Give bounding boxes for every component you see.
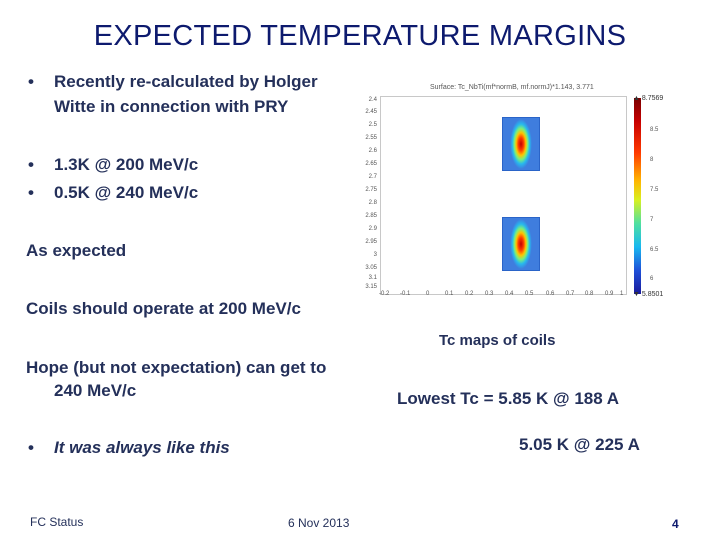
y-tick: 2.4 — [368, 97, 377, 103]
bullet-text: 1.3K @ 200 MeV/c — [54, 155, 199, 174]
colorbar-tick: 7.5 — [650, 187, 659, 193]
y-tick: 2.5 — [368, 122, 377, 128]
lowest-tc-text: Lowest Tc = 5.85 K @ 188 A — [397, 389, 620, 408]
colorbar-tick: 8 — [650, 157, 654, 163]
y-tick: 3.05 — [365, 265, 377, 271]
y-tick: 2.6 — [368, 148, 377, 154]
x-tick: 0 — [426, 291, 430, 297]
y-tick: 2.95 — [365, 239, 377, 245]
bullet-marker: • — [28, 155, 34, 174]
x-tick: 0.3 — [485, 291, 494, 297]
bullet-text: 0.5K @ 240 MeV/c — [54, 183, 199, 202]
x-tick: 0.7 — [566, 291, 575, 297]
y-tick: 2.85 — [365, 213, 377, 219]
plot-x-axis: -0.2 -0.1 0 0.1 0.2 0.3 0.4 0.5 0.6 0.7 … — [376, 291, 626, 301]
colorbar-tick: 8.5 — [650, 127, 659, 133]
x-tick: 0.4 — [505, 291, 514, 297]
y-tick: 2.65 — [365, 161, 377, 167]
bullet-marker: • — [28, 183, 34, 202]
colorbar — [634, 98, 641, 294]
bullet-text: It was always like this — [54, 438, 230, 457]
x-tick: 0.9 — [605, 291, 614, 297]
bullet-recalculated: • Recently re-calculated by Holger — [28, 72, 318, 92]
bullet-marker: • — [28, 438, 34, 457]
as-expected-text: As expected — [26, 241, 127, 260]
footer-date: 6 Nov 2013 — [288, 516, 350, 530]
x-tick: 0.1 — [445, 291, 454, 297]
coils-operate-text: Coils should operate at 200 MeV/c — [26, 299, 301, 318]
y-tick: 3.15 — [365, 284, 377, 290]
bullet-continuation: Witte in connection with PRY — [54, 97, 289, 116]
page-number: 4 — [672, 517, 679, 531]
second-tc-text: 5.05 K @ 225 A — [519, 435, 640, 454]
x-tick: 1 — [620, 291, 624, 297]
x-tick: 0.5 — [525, 291, 534, 297]
colorbar-max-label: ▲ 8.7569 — [633, 95, 664, 102]
x-tick: 0.8 — [585, 291, 594, 297]
x-tick: -0.1 — [400, 291, 411, 297]
colorbar-min-label: ▼ 5.8501 — [633, 291, 664, 298]
y-tick: 2.45 — [365, 109, 377, 115]
colorbar-tick: 6 — [650, 276, 654, 282]
plot-y-axis: 2.4 2.45 2.5 2.55 2.6 2.65 2.7 2.75 2.8 … — [345, 97, 377, 292]
y-tick: 2.7 — [368, 174, 377, 180]
bullet-0-5k: • 0.5K @ 240 MeV/c — [28, 183, 198, 203]
bullet-always: • It was always like this — [28, 438, 230, 458]
y-tick: 2.9 — [368, 226, 377, 232]
hope-text-line2: 240 MeV/c — [54, 381, 137, 400]
slide-title: EXPECTED TEMPERATURE MARGINS — [93, 20, 627, 52]
hope-text-line1: Hope (but not expectation) can get to — [26, 358, 327, 377]
x-tick: 0.2 — [465, 291, 474, 297]
y-tick: 2.55 — [365, 135, 377, 141]
colorbar-tick: 7 — [650, 217, 654, 223]
bullet-text: Recently re-calculated by Holger — [54, 72, 318, 91]
colorbar-tick: 6.5 — [650, 247, 659, 253]
footer-left-text: FC Status — [30, 515, 84, 529]
plot-area — [380, 96, 627, 295]
coil-upper-tc-map — [502, 117, 540, 171]
y-tick: 2.8 — [368, 200, 377, 206]
plot-caption: Surface: Tc_NbTi(mf*normB, mf.normJ)*1.1… — [430, 84, 594, 91]
tc-maps-caption: Tc maps of coils — [439, 332, 556, 349]
coil-lower-tc-map — [502, 217, 540, 271]
y-tick: 3 — [373, 252, 377, 258]
x-tick: 0.6 — [546, 291, 555, 297]
bullet-1-3k: • 1.3K @ 200 MeV/c — [28, 155, 198, 175]
x-tick: -0.2 — [379, 291, 390, 297]
y-tick: 3.1 — [368, 275, 377, 281]
y-tick: 2.75 — [365, 187, 377, 193]
bullet-marker: • — [28, 72, 34, 91]
